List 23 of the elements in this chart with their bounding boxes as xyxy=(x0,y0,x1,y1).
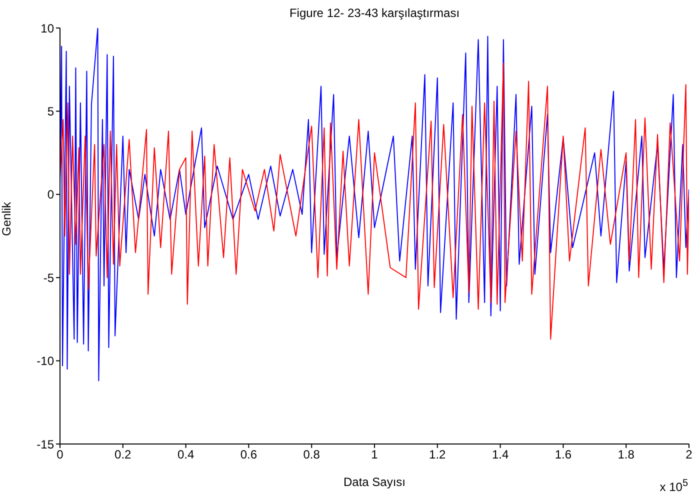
y-tick-label: 0 xyxy=(47,188,54,202)
x-tick-label: 2 xyxy=(686,448,693,462)
x-tick-label: 0.4 xyxy=(177,448,194,462)
line-series xyxy=(60,62,689,340)
y-axis-title: Genlik xyxy=(0,200,14,236)
y-tick-label: -10 xyxy=(36,354,54,368)
x-tick-label: 1.4 xyxy=(492,448,509,462)
y-tick-label: -5 xyxy=(43,270,54,285)
x-tick-label: 0 xyxy=(56,448,64,462)
x-tick-label: 0.6 xyxy=(240,448,258,462)
x-tick-label: 1 xyxy=(371,448,378,462)
y-tick-label: 10 xyxy=(40,21,54,36)
line-series xyxy=(60,28,689,382)
chart-title: Figure 12- 23-43 karşılaştırması xyxy=(288,6,461,20)
x-tick-label: 0.2 xyxy=(114,448,132,462)
x-tick-label: 1.8 xyxy=(618,448,635,462)
text: x 10$^{5}$ xyxy=(660,478,688,494)
x-tick-label: 1.6 xyxy=(554,448,572,462)
y-tick-label: 5 xyxy=(47,104,54,118)
y-tick-label: -15 xyxy=(36,437,54,452)
x-axis-title: Data Sayısı xyxy=(343,475,406,489)
x-tick-label: 1.2 xyxy=(429,448,446,462)
x-tick-label: 0.8 xyxy=(303,448,320,462)
